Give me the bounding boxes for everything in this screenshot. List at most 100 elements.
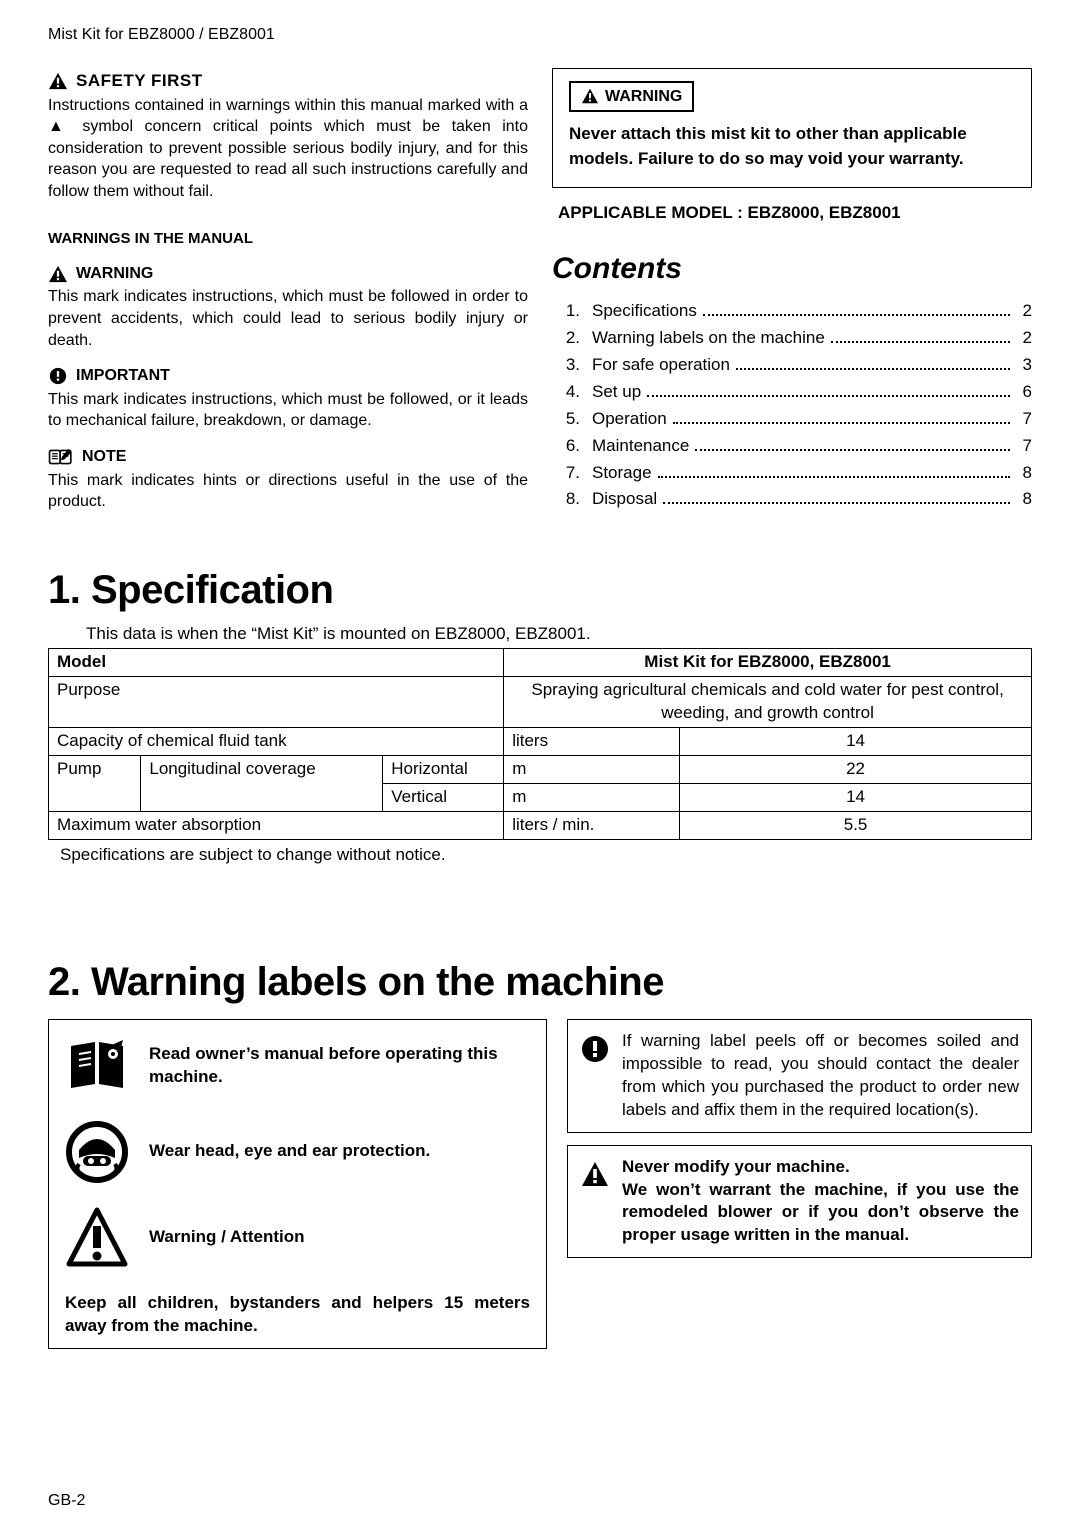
toc-label: Specifications	[592, 300, 697, 323]
toc-row: 6. Maintenance 7	[552, 435, 1032, 458]
table-cell: m	[504, 784, 680, 812]
toc-number: 3.	[552, 354, 580, 377]
wear-protection-icon	[65, 1120, 129, 1184]
never-modify-box: Never modify your machine. We won’t warr…	[567, 1145, 1032, 1259]
table-cell: Horizontal	[383, 756, 504, 784]
page-footer: GB-2	[48, 1490, 85, 1512]
info-circle-icon	[580, 1034, 610, 1071]
toc-number: 6.	[552, 435, 580, 458]
warning-triangle-icon	[48, 265, 68, 283]
safety-first-label: SAFETY FIRST	[76, 70, 203, 93]
toc-label: Warning labels on the machine	[592, 327, 825, 350]
label-item: Wear head, eye and ear protection.	[65, 1120, 530, 1184]
toc-leader	[703, 314, 1010, 316]
toc-number: 7.	[552, 462, 580, 485]
label-text: Warning / Attention	[149, 1226, 305, 1249]
table-cell: 14	[680, 784, 1032, 812]
table-cell: liters	[504, 728, 680, 756]
safety-first-body: Instructions contained in warnings withi…	[48, 95, 528, 203]
important-body: This mark indicates instructions, which …	[48, 389, 528, 432]
never-modify-line1: Never modify your machine.	[622, 1156, 1019, 1179]
toc-leader	[673, 422, 1010, 424]
never-modify-line2: We won’t warrant the machine, if you use…	[622, 1179, 1019, 1248]
toc-page: 8	[1014, 488, 1032, 511]
note-manual-icon	[48, 448, 74, 466]
note-label: NOTE	[82, 446, 126, 468]
toc-label: Storage	[592, 462, 652, 485]
table-of-contents: 1. Specifications 2 2.Warning labels on th…	[552, 300, 1032, 512]
table-cell: Maximum water absorption	[49, 811, 504, 839]
warning-callout-label: WARNING	[569, 81, 694, 113]
table-header-model: Model	[49, 649, 504, 677]
warning-heading: WARNING	[48, 263, 528, 285]
toc-leader	[736, 368, 1010, 370]
toc-label: For safe operation	[592, 354, 730, 377]
important-circle-icon	[48, 367, 68, 385]
document-header: Mist Kit for EBZ8000 / EBZ8001	[48, 24, 1032, 46]
warning-triangle-icon	[581, 88, 599, 104]
warning-callout-body: Never attach this mist kit to other than…	[569, 122, 1015, 171]
contents-title: Contents	[552, 249, 1032, 290]
table-cell: Capacity of chemical fluid tank	[49, 728, 504, 756]
toc-label: Set up	[592, 381, 641, 404]
table-row: Model Mist Kit for EBZ8000, EBZ8001	[49, 649, 1032, 677]
warning-callout-box: WARNING Never attach this mist kit to ot…	[552, 68, 1032, 189]
table-cell: Longitudinal coverage	[141, 756, 383, 812]
warning-label: WARNING	[76, 263, 153, 285]
toc-row: 7. Storage 8	[552, 462, 1032, 485]
toc-row: 1. Specifications 2	[552, 300, 1032, 323]
table-row: Purpose Spraying agricultural chemicals …	[49, 677, 1032, 728]
specification-table: Model Mist Kit for EBZ8000, EBZ8001 Purp…	[48, 648, 1032, 840]
important-label: IMPORTANT	[76, 365, 170, 387]
toc-page: 8	[1014, 462, 1032, 485]
section-1-title: 1. Specification	[48, 563, 1032, 617]
table-cell: Spraying agricultural chemicals and cold…	[504, 677, 1032, 728]
never-modify-text: Never modify your machine. We won’t warr…	[622, 1156, 1019, 1248]
table-cell: m	[504, 756, 680, 784]
warning-labels-row: Read owner’s manual before operating thi…	[48, 1019, 1032, 1349]
section-2-title: 2. Warning labels on the machine	[48, 955, 1032, 1009]
table-cell: 14	[680, 728, 1032, 756]
warning-triangle-icon	[580, 1160, 610, 1195]
toc-row: 3. For safe operation 3	[552, 354, 1032, 377]
label-peel-text: If warning label peels off or becomes so…	[622, 1030, 1019, 1122]
toc-label: Maintenance	[592, 435, 689, 458]
toc-leader	[647, 395, 1010, 397]
table-cell: Pump	[49, 756, 141, 812]
table-row: Capacity of chemical fluid tank liters 1…	[49, 728, 1032, 756]
label-item: Warning / Attention	[65, 1206, 530, 1270]
toc-label: Operation	[592, 408, 667, 431]
warning-triangle-icon	[48, 72, 68, 90]
toc-leader	[695, 449, 1010, 451]
toc-number: 5.	[552, 408, 580, 431]
label-text: Read owner’s manual before operating thi…	[149, 1043, 530, 1089]
spec-footnote: Specifications are subject to change wit…	[60, 844, 1032, 867]
note-body: This mark indicates hints or directions …	[48, 470, 528, 513]
toc-page: 7	[1014, 435, 1032, 458]
toc-leader	[658, 476, 1010, 478]
label-peel-box: If warning label peels off or becomes so…	[567, 1019, 1032, 1133]
toc-page: 3	[1014, 354, 1032, 377]
table-cell: Purpose	[49, 677, 504, 728]
table-row: Maximum water absorption liters / min. 5…	[49, 811, 1032, 839]
toc-number: 1.	[552, 300, 580, 323]
toc-page: 7	[1014, 408, 1032, 431]
right-column: WARNING Never attach this mist kit to ot…	[552, 64, 1032, 516]
table-cell: liters / min.	[504, 811, 680, 839]
toc-row: 2.Warning labels on the machine2	[552, 327, 1032, 350]
applicable-model: APPLICABLE MODEL : EBZ8000, EBZ8001	[558, 202, 1032, 225]
toc-page: 6	[1014, 381, 1032, 404]
safety-first-heading: SAFETY FIRST	[48, 70, 528, 93]
left-column: SAFETY FIRST Instructions contained in w…	[48, 64, 528, 516]
table-header-value: Mist Kit for EBZ8000, EBZ8001	[504, 649, 1032, 677]
toc-row: 8.Disposal8	[552, 488, 1032, 511]
read-manual-icon	[65, 1034, 129, 1098]
intro-two-column: SAFETY FIRST Instructions contained in w…	[48, 64, 1032, 516]
table-cell: 5.5	[680, 811, 1032, 839]
warning-labels-left-box: Read owner’s manual before operating thi…	[48, 1019, 547, 1349]
spec-intro: This data is when the “Mist Kit” is moun…	[86, 623, 1032, 646]
toc-page: 2	[1014, 300, 1032, 323]
toc-row: 4.Set up6	[552, 381, 1032, 404]
warning-attention-icon	[65, 1206, 129, 1270]
toc-leader	[831, 341, 1010, 343]
